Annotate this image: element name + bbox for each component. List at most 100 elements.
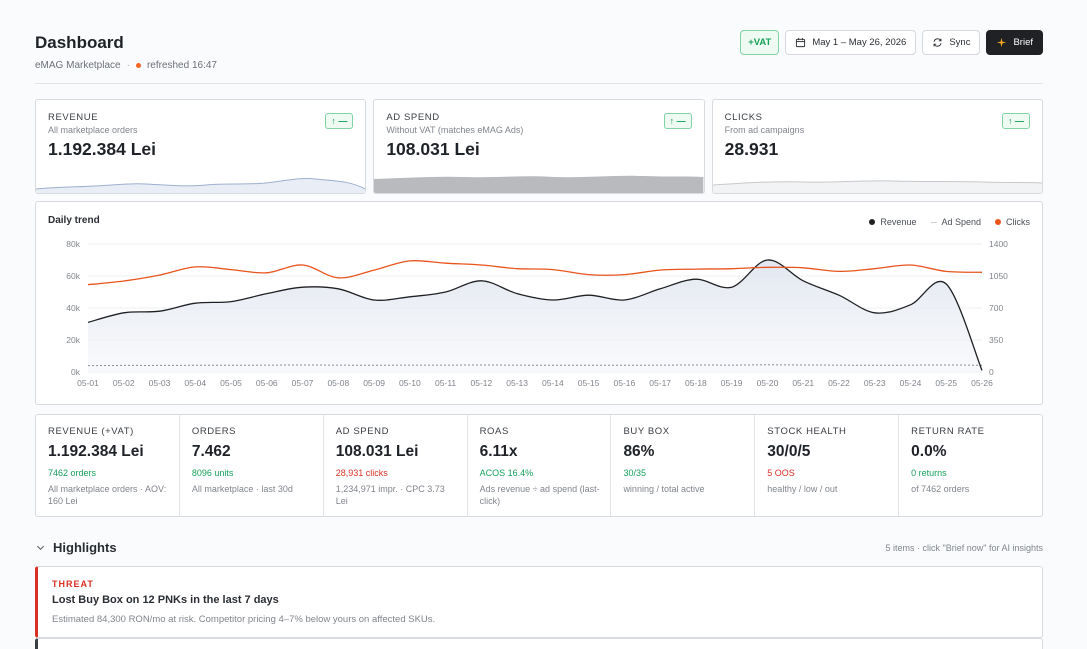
y-right-tick-label: 1050	[989, 271, 1008, 281]
metric-label: STOCK HEALTH	[767, 426, 847, 437]
y-right-tick-label: 350	[989, 335, 1003, 345]
revenue-sparkline	[36, 178, 366, 193]
metric-label: REVENUE (+VAT)	[48, 426, 134, 437]
legend-ad-spend-dash-icon: ···	[930, 217, 937, 227]
metric-label: AD SPEND	[335, 426, 390, 437]
x-tick-label: 05-02	[113, 378, 135, 388]
metric-value: 86%	[623, 443, 655, 460]
calendar-icon	[796, 37, 806, 48]
highlight-item[interactable]	[35, 638, 1043, 649]
kpi-trend-badge: ↑ —	[325, 113, 354, 129]
ad-spend-sparkline	[374, 175, 704, 193]
metric-value: 30/0/5	[767, 443, 811, 460]
kpi-sublabel: Without VAT (matches eMAG Ads)	[386, 125, 524, 135]
sync-button[interactable]: Sync	[922, 30, 981, 55]
legend-ad-spend-label: Ad Spend	[941, 217, 981, 227]
kpi-sublabel: All marketplace orders	[48, 125, 138, 135]
metric-note: winning / total active	[623, 484, 705, 494]
x-tick-label: 05-16	[614, 378, 636, 388]
kpi-label: AD SPEND	[386, 112, 440, 123]
x-tick-label: 05-07	[292, 378, 314, 388]
x-tick-label: 05-24	[900, 378, 922, 388]
metric-note: healthy / low / out	[767, 484, 838, 494]
highlights-header[interactable]: Highlights 5 items · click "Brief now" f…	[35, 540, 1043, 556]
y-left-tick-label: 60k	[66, 271, 80, 281]
sync-label: Sync	[949, 37, 971, 48]
metric-revenue-vat[interactable]: REVENUE (+VAT) 1.192.384 Lei 7462 orders…	[36, 415, 180, 516]
x-tick-label: 05-05	[220, 378, 242, 388]
kpi-card-ad-spend[interactable]: AD SPEND Without VAT (matches eMAG Ads) …	[373, 99, 705, 194]
metric-buy-box[interactable]: BUY BOX 86% 30/35 winning / total active	[611, 415, 756, 516]
daily-trend-chart: Daily trend Revenue ··· Ad Spend Clicks 0…	[35, 201, 1043, 405]
metric-note: All marketplace orders · AOV: 160 Lei	[48, 484, 167, 506]
kpi-label: CLICKS	[724, 112, 763, 123]
x-tick-label: 05-15	[578, 378, 600, 388]
metric-stock-health[interactable]: STOCK HEALTH 30/0/5 5 OOS healthy / low …	[755, 415, 900, 516]
kpi-sublabel: From ad campaigns	[724, 125, 805, 135]
metric-detail: 8096 units	[191, 468, 234, 478]
metric-ad-spend[interactable]: AD SPEND 108.031 Lei 28,931 clicks 1,234…	[324, 415, 468, 516]
sparkle-icon	[997, 37, 1007, 48]
metric-label: ORDERS	[191, 426, 237, 437]
y-left-tick-label: 0k	[71, 367, 81, 377]
y-left-tick-label: 20k	[66, 335, 80, 345]
legend-clicks[interactable]: Clicks	[995, 217, 1030, 227]
metric-value: 1.192.384 Lei	[48, 443, 144, 460]
chart-legend: Revenue ··· Ad Spend Clicks	[869, 217, 1030, 227]
metric-value: 7.462	[191, 443, 231, 460]
highlights-hint: 5 items · click "Brief now" for AI insig…	[885, 543, 1043, 553]
metric-roas[interactable]: ROAS 6.11x ACOS 16.4% Ads revenue ÷ ad s…	[468, 415, 612, 516]
highlight-tag: THREAT	[52, 579, 94, 589]
legend-ad-spend[interactable]: ··· Ad Spend	[930, 217, 981, 227]
metric-note: Ads revenue ÷ ad spend (last-click)	[479, 484, 600, 506]
x-tick-label: 05-22	[828, 378, 850, 388]
kpi-card-revenue[interactable]: REVENUE All marketplace orders 1.192.384…	[35, 99, 367, 194]
revenue-area	[88, 259, 982, 372]
subtitle-separator: ·	[126, 60, 130, 71]
brief-label: Brief	[1013, 37, 1033, 48]
x-tick-label: 05-26	[971, 378, 993, 388]
date-range-button[interactable]: May 1 – May 26, 2026	[785, 30, 917, 55]
x-tick-label: 05-08	[327, 378, 349, 388]
legend-revenue[interactable]: Revenue	[869, 217, 916, 227]
brief-button[interactable]: Brief	[986, 30, 1043, 55]
x-tick-label: 05-21	[792, 378, 814, 388]
highlight-description: Estimated 84,300 RON/mo at risk. Competi…	[52, 614, 436, 625]
kpi-trend-badge: ↑ —	[663, 113, 692, 129]
metric-orders[interactable]: ORDERS 7.462 8096 units All marketplace …	[180, 415, 324, 516]
date-range-label: May 1 – May 26, 2026	[812, 37, 907, 48]
x-tick-label: 05-11	[435, 378, 456, 388]
metric-return-rate[interactable]: RETURN RATE 0.0% 0 returns of 7462 order…	[899, 415, 1042, 516]
metric-note: of 7462 orders	[911, 484, 970, 494]
metric-value: 108.031 Lei	[335, 443, 419, 460]
kpi-cards: REVENUE All marketplace orders 1.192.384…	[35, 99, 1043, 194]
legend-revenue-label: Revenue	[880, 217, 917, 227]
x-tick-label: 05-10	[399, 378, 421, 388]
metric-note: All marketplace · last 30d	[191, 484, 293, 494]
metric-note: 1,234,971 impr. · CPC 3.73 Lei	[335, 484, 445, 506]
highlight-item[interactable]: THREAT Lost Buy Box on 12 PNKs in the la…	[35, 566, 1043, 638]
series-ad-spend-line	[87, 364, 983, 367]
chart-title: Daily trend	[48, 215, 100, 226]
x-tick-label: 05-13	[506, 378, 528, 388]
chevron-down-icon[interactable]	[35, 542, 46, 553]
metric-label: RETURN RATE	[911, 426, 985, 437]
vat-toggle-button[interactable]: +VAT	[740, 30, 780, 55]
x-tick-label: 05-17	[649, 378, 671, 388]
metrics-strip: REVENUE (+VAT) 1.192.384 Lei 7462 orders…	[35, 414, 1043, 517]
refresh-status-dot-icon	[135, 63, 141, 68]
y-left-tick-label: 40k	[66, 303, 80, 313]
x-tick-label: 05-03	[149, 378, 171, 388]
x-tick-label: 05-14	[542, 378, 564, 388]
page-subtitle: eMAG Marketplace · refreshed 16:47	[35, 60, 217, 71]
metric-detail: 30/35	[623, 468, 646, 478]
x-tick-label: 05-06	[256, 378, 278, 388]
kpi-label: REVENUE	[48, 112, 99, 123]
metric-detail: ACOS 16.4%	[479, 468, 534, 478]
trend-plot: 0k 20k 40k 60k 80k 0 350 700 1050 1400 05-01 05-02 0…	[66, 239, 1008, 388]
metric-value: 6.11x	[479, 443, 518, 460]
highlight-heading: Lost Buy Box on 12 PNKs in the last 7 da…	[52, 594, 279, 606]
x-tick-label: 05-25	[935, 378, 957, 388]
kpi-card-clicks[interactable]: CLICKS From ad campaigns 28.931 ↑ —	[711, 99, 1043, 194]
metric-detail: 7462 orders	[48, 468, 97, 478]
